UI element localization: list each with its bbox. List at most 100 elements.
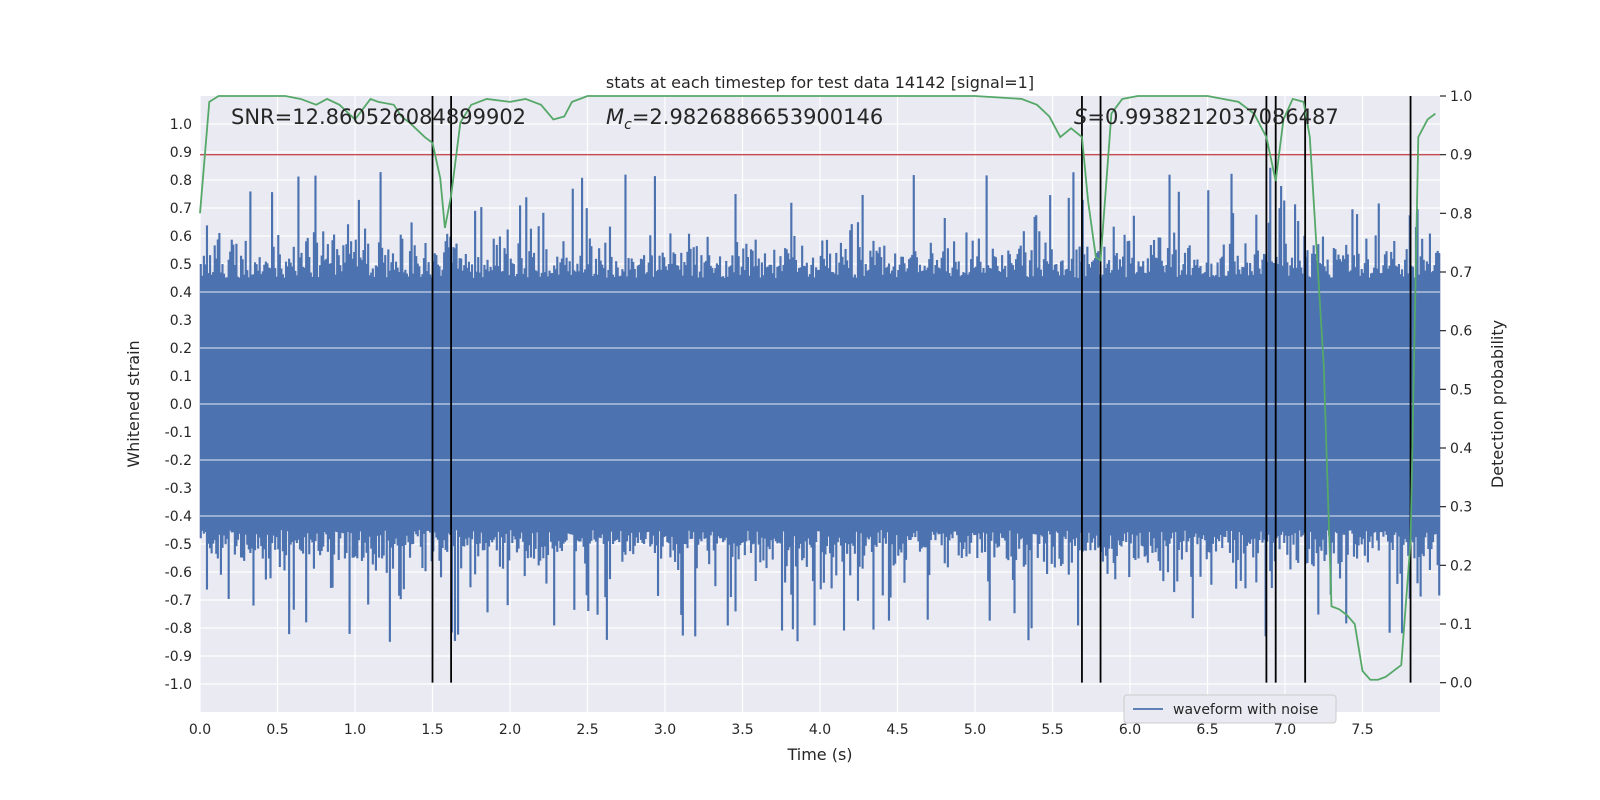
- waveform-sample: [1390, 251, 1393, 543]
- waveform-sample: [1425, 261, 1428, 533]
- waveform-sample: [247, 277, 250, 550]
- waveform-sample: [593, 273, 596, 540]
- waveform-sample: [1343, 259, 1346, 535]
- waveform-sample: [534, 270, 537, 549]
- waveform-sample: [658, 255, 661, 532]
- waveform-sample: [1196, 259, 1199, 545]
- waveform-sample: [875, 250, 878, 547]
- x-tick-label: 4.5: [886, 722, 908, 738]
- waveform-sample: [1208, 276, 1211, 553]
- waveform-sample: [1166, 248, 1170, 573]
- waveform-sample: [1121, 256, 1125, 542]
- waveform-sample: [729, 265, 732, 598]
- waveform-sample: [498, 236, 501, 567]
- waveform-sample: [712, 272, 715, 551]
- waveform-sample: [478, 272, 481, 544]
- waveform-sample: [664, 266, 667, 536]
- waveform-sample: [1394, 265, 1397, 533]
- waveform-sample: [1435, 252, 1438, 534]
- waveform-sample: [596, 274, 599, 615]
- waveform-sample: [1225, 275, 1228, 531]
- waveform-sample: [745, 243, 748, 542]
- waveform-sample: [537, 226, 540, 566]
- waveform-sample: [1097, 251, 1100, 548]
- waveform-sample: [942, 251, 945, 534]
- waveform-sample: [1438, 253, 1441, 596]
- y-tick-label: -0.6: [165, 565, 192, 581]
- waveform-sample: [1363, 263, 1366, 556]
- waveform-sample: [520, 258, 523, 533]
- waveform-sample: [258, 257, 261, 538]
- waveform-sample: [226, 277, 229, 539]
- y2-axis-label: Detection probability: [1488, 320, 1507, 488]
- waveform-sample: [235, 243, 238, 547]
- waveform-sample: [951, 267, 954, 539]
- waveform-sample: [1145, 273, 1148, 556]
- waveform-sample: [382, 262, 385, 556]
- waveform-sample: [410, 222, 413, 545]
- waveform-sample: [218, 232, 221, 535]
- chart-title: stats at each timestep for test data 141…: [606, 73, 1034, 92]
- waveform-sample: [1235, 274, 1238, 589]
- waveform-sample: [835, 252, 838, 576]
- waveform-sample: [1261, 259, 1264, 543]
- waveform-sample: [522, 273, 525, 542]
- waveform-sample: [675, 265, 678, 545]
- waveform-sample: [336, 249, 339, 533]
- waveform-sample: [364, 228, 367, 543]
- waveform-sample: [1340, 261, 1343, 563]
- waveform-sample: [1396, 266, 1399, 584]
- waveform-sample: [965, 232, 968, 557]
- y-tick-label: 0.4: [170, 285, 192, 301]
- waveform-sample: [903, 263, 906, 583]
- waveform-sample: [1149, 245, 1152, 546]
- waveform-sample: [422, 258, 426, 534]
- waveform-sample: [1338, 259, 1342, 579]
- waveform-series: [199, 167, 1441, 642]
- mc-subscript: c: [624, 117, 632, 133]
- waveform-sample: [954, 261, 957, 532]
- waveform-sample: [889, 273, 892, 598]
- waveform-sample: [1269, 167, 1272, 572]
- waveform-sample: [1244, 243, 1247, 589]
- waveform-sample: [571, 188, 574, 535]
- x-tick-label: 4.0: [809, 722, 831, 738]
- waveform-sample: [743, 270, 746, 556]
- waveform-sample: [350, 241, 353, 534]
- waveform-sample: [886, 266, 889, 533]
- waveform-sample: [1428, 233, 1431, 570]
- waveform-sample: [613, 276, 616, 542]
- waveform-sample: [918, 264, 922, 552]
- waveform-sample: [844, 248, 847, 544]
- y-tick-label: 0.3: [170, 313, 192, 329]
- waveform-sample: [1354, 267, 1357, 545]
- waveform-sample: [551, 273, 554, 549]
- x-ticks: 0.0 0.5 1.0 1.5 2.0 2.5 3.0 3.5 4.0 4.5 5.0 5.5 6.0 6…: [189, 722, 1374, 738]
- waveform-sample: [782, 264, 785, 532]
- waveform-sample: [415, 256, 418, 535]
- waveform-sample: [987, 265, 990, 582]
- waveform-sample: [288, 258, 291, 635]
- waveform-sample: [444, 241, 447, 550]
- waveform-sample: [742, 248, 745, 543]
- waveform-sample: [1132, 215, 1135, 559]
- waveform-sample: [419, 276, 422, 547]
- waveform-sample: [1309, 277, 1312, 532]
- waveform-sample: [1193, 259, 1196, 537]
- waveform-sample: [379, 172, 382, 536]
- waveform-sample: [274, 268, 277, 550]
- waveform-sample: [1297, 221, 1300, 563]
- waveform-sample: [906, 268, 909, 537]
- waveform-sample: [1201, 274, 1204, 539]
- waveform-sample: [717, 264, 720, 537]
- waveform-sample: [674, 253, 677, 562]
- waveform-sample: [1290, 257, 1294, 535]
- waveform-sample: [1033, 216, 1036, 535]
- waveform-sample: [453, 248, 457, 641]
- waveform-sample: [991, 248, 994, 533]
- waveform-sample: [1143, 272, 1146, 557]
- waveform-sample: [260, 274, 263, 547]
- waveform-sample: [1379, 273, 1382, 533]
- waveform-sample: [632, 261, 635, 555]
- waveform-sample: [328, 263, 331, 540]
